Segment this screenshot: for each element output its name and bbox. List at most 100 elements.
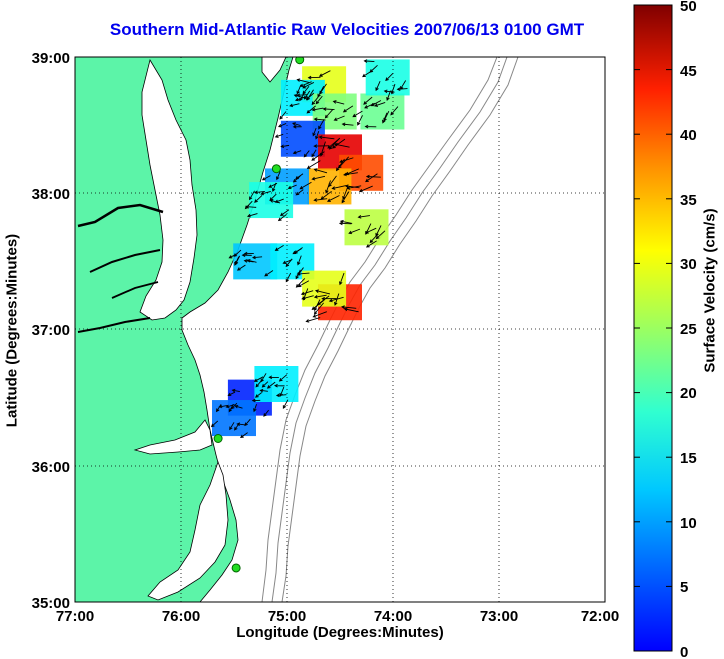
station-marker bbox=[231, 563, 241, 573]
velocity-arrow bbox=[375, 230, 386, 240]
velocity-arrow bbox=[234, 255, 241, 265]
velocity-arrow bbox=[315, 131, 320, 140]
velocity-arrow bbox=[325, 180, 331, 194]
velocity-arrow bbox=[348, 228, 361, 235]
velocity-arrow bbox=[333, 142, 350, 148]
velocity-arrow bbox=[311, 149, 317, 158]
velocity-arrow bbox=[234, 404, 243, 409]
station-marker bbox=[295, 57, 305, 65]
velocity-arrow bbox=[302, 288, 309, 301]
velocity-arrow bbox=[210, 420, 219, 428]
velocity-arrow bbox=[319, 83, 327, 95]
velocity-arrow bbox=[382, 112, 388, 124]
velocity-arrow bbox=[315, 95, 323, 105]
velocity-arrow bbox=[279, 209, 290, 217]
velocity-arrow bbox=[277, 214, 287, 222]
velocity-arrow bbox=[277, 123, 287, 128]
velocity-arrow bbox=[313, 302, 324, 315]
velocity-arrow bbox=[236, 264, 246, 271]
velocity-arrow bbox=[249, 190, 255, 201]
y-tick-labels: 39:00 38:00 37:00 36:00 35:00 bbox=[32, 50, 70, 612]
velocity-arrow bbox=[261, 381, 269, 388]
cb-tick: 25 bbox=[680, 321, 697, 338]
x-tick: 73:00 bbox=[480, 608, 518, 625]
velocity-arrow bbox=[326, 195, 340, 202]
velocity-arrow bbox=[227, 391, 236, 396]
velocity-arrow bbox=[243, 251, 254, 256]
velocity-arrow bbox=[244, 200, 253, 210]
velocity-arrow bbox=[274, 383, 285, 388]
velocity-arrow bbox=[334, 293, 340, 306]
station-marker bbox=[213, 434, 223, 443]
velocity-arrow bbox=[303, 90, 311, 100]
velocity-arrow bbox=[313, 168, 328, 174]
velocity-arrow bbox=[363, 59, 375, 63]
rappahannock-river bbox=[89, 249, 161, 273]
velocity-patch bbox=[254, 366, 299, 402]
velocity-arrow bbox=[296, 272, 310, 276]
velocity-arrow bbox=[340, 305, 357, 309]
plot-frame bbox=[74, 56, 606, 603]
hf-radar-stations bbox=[213, 57, 305, 573]
velocity-arrow bbox=[260, 190, 271, 196]
velocity-arrow bbox=[280, 144, 290, 149]
velocity-patch bbox=[302, 270, 347, 307]
velocity-arrow bbox=[307, 75, 321, 80]
velocity-arrow bbox=[311, 151, 325, 161]
velocity-arrow bbox=[260, 373, 267, 383]
velocity-arrow bbox=[292, 150, 302, 155]
y-tick: 37:00 bbox=[32, 322, 70, 339]
velocity-arrow bbox=[303, 150, 310, 158]
velocity-patch bbox=[280, 120, 325, 157]
velocity-arrow bbox=[302, 82, 315, 89]
velocity-arrow bbox=[369, 65, 378, 73]
velocity-arrow bbox=[318, 135, 335, 140]
velocity-arrow bbox=[313, 117, 326, 122]
velocity-patch bbox=[212, 400, 256, 437]
x-tick: 74:00 bbox=[374, 608, 412, 625]
velocity-arrow bbox=[254, 195, 263, 203]
velocity-arrow bbox=[383, 111, 390, 122]
cb-tick: 0 bbox=[680, 644, 688, 659]
velocity-arrow bbox=[251, 255, 263, 260]
cb-tick: 35 bbox=[680, 192, 697, 209]
cb-tick: 5 bbox=[680, 579, 688, 596]
velocity-arrow bbox=[279, 111, 287, 120]
velocity-arrow bbox=[313, 294, 327, 299]
cb-tick: 45 bbox=[680, 63, 697, 80]
velocity-arrow bbox=[306, 160, 321, 169]
delaware-bay bbox=[261, 57, 287, 83]
cb-tick: 40 bbox=[680, 127, 697, 144]
y-tick: 36:00 bbox=[32, 459, 70, 476]
velocity-patch bbox=[233, 243, 278, 280]
velocity-arrow bbox=[254, 392, 263, 398]
velocity-arrow bbox=[365, 223, 372, 235]
velocity-arrow bbox=[339, 157, 354, 164]
velocity-arrow bbox=[333, 115, 345, 121]
velocity-arrow bbox=[302, 85, 310, 95]
figure-title: Southern Mid-Atlantic Raw Velocities 200… bbox=[109, 20, 585, 39]
velocity-arrow bbox=[228, 403, 234, 413]
james-river bbox=[77, 317, 151, 333]
chesapeake-bay bbox=[139, 58, 198, 321]
velocity-arrow bbox=[339, 272, 345, 286]
x-tick-labels: 77:00 76:00 75:00 74:00 73:00 72:00 bbox=[56, 608, 619, 625]
velocity-arrow bbox=[266, 381, 276, 389]
velocity-arrow bbox=[254, 190, 265, 195]
velocity-arrow bbox=[318, 70, 331, 77]
velocity-arrow bbox=[332, 138, 346, 149]
velocity-arrow bbox=[287, 184, 297, 190]
velocity-arrow bbox=[296, 78, 310, 83]
velocity-arrow bbox=[311, 96, 319, 106]
velocity-arrow bbox=[274, 133, 284, 138]
velocity-arrow bbox=[292, 124, 302, 129]
colorbar-label: Surface Velocity (cm/s) bbox=[701, 208, 719, 373]
velocity-arrow bbox=[364, 102, 375, 109]
velocity-arrow bbox=[390, 83, 396, 95]
velocity-arrow bbox=[299, 181, 312, 190]
velocity-arrow bbox=[244, 418, 251, 427]
velocity-arrow bbox=[253, 404, 257, 413]
velocity-arrow bbox=[263, 409, 269, 417]
velocity-arrow bbox=[306, 105, 316, 114]
